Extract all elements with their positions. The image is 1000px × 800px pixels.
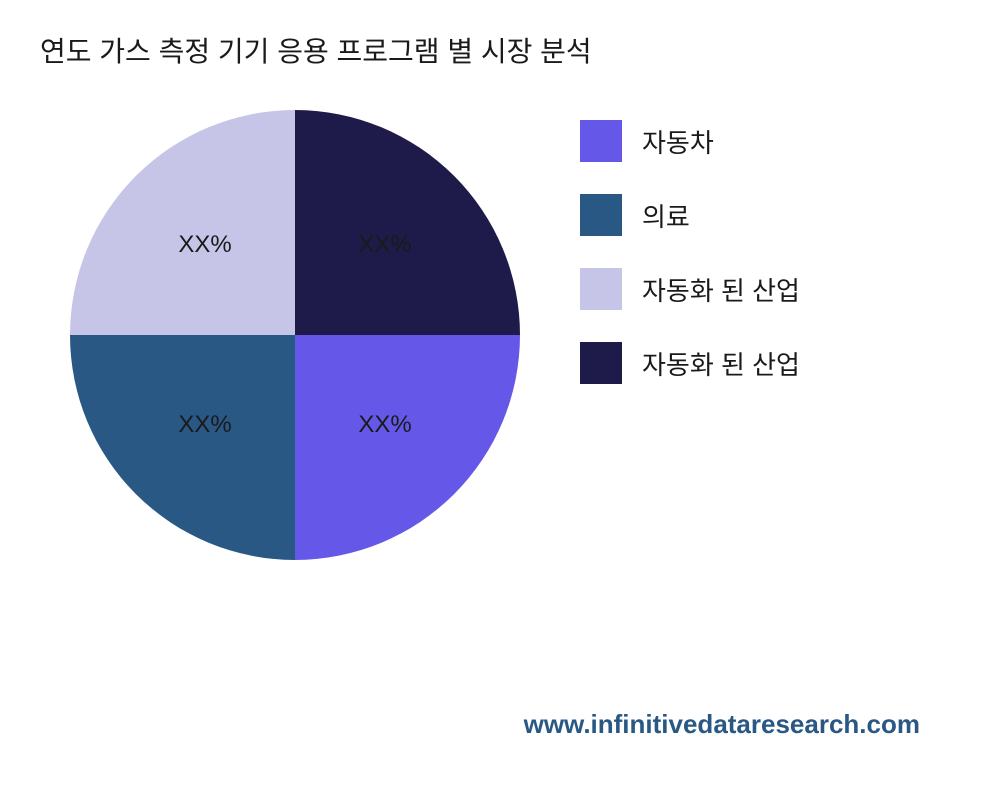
slice-label-1: XX% bbox=[178, 411, 231, 439]
legend-swatch-3 bbox=[580, 342, 622, 384]
legend-swatch-2 bbox=[580, 268, 622, 310]
legend-label-2: 자동화 된 산업 bbox=[642, 271, 800, 308]
footer-url: www.infinitivedataresearch.com bbox=[524, 709, 920, 740]
slice-label-0: XX% bbox=[358, 411, 411, 439]
legend-item-3: 자동화 된 산업 bbox=[580, 342, 800, 384]
legend-swatch-1 bbox=[580, 194, 622, 236]
legend-swatch-0 bbox=[580, 120, 622, 162]
legend-item-1: 의료 bbox=[580, 194, 800, 236]
slice-label-2: XX% bbox=[178, 231, 231, 259]
legend-item-2: 자동화 된 산업 bbox=[580, 268, 800, 310]
pie-graphic bbox=[70, 110, 520, 560]
slice-label-3: XX% bbox=[358, 231, 411, 259]
legend: 자동차 의료 자동화 된 산업 자동화 된 산업 bbox=[580, 120, 800, 384]
legend-label-3: 자동화 된 산업 bbox=[642, 345, 800, 382]
pie-chart: XX% XX% XX% XX% bbox=[70, 110, 520, 560]
legend-label-1: 의료 bbox=[642, 197, 690, 234]
chart-title: 연도 가스 측정 기기 응용 프로그램 별 시장 분석 bbox=[40, 30, 592, 70]
legend-label-0: 자동차 bbox=[642, 123, 714, 160]
legend-item-0: 자동차 bbox=[580, 120, 800, 162]
